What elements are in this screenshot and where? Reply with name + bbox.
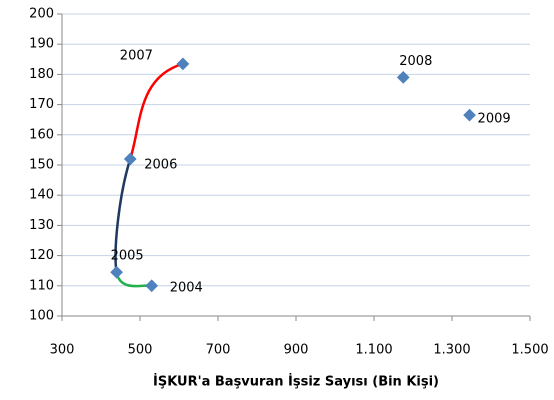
y-tick-label: 190 <box>29 37 54 52</box>
marker <box>396 71 410 84</box>
y-tick-label: 140 <box>29 188 54 203</box>
y-tick-label: 110 <box>29 278 54 293</box>
line-segment <box>129 62 184 160</box>
marker <box>110 265 123 279</box>
y-tick-label: 150 <box>29 158 54 173</box>
x-tick-label: 1.300 <box>433 343 470 358</box>
marker <box>123 152 137 166</box>
y-tick-label: 100 <box>29 309 54 324</box>
y-tick-label: 160 <box>29 127 54 142</box>
x-tick-label: 1.500 <box>511 343 548 358</box>
y-tick-label: 120 <box>29 248 54 263</box>
line-segment <box>114 158 132 273</box>
y-tick-label: 170 <box>29 97 54 112</box>
marker <box>176 57 190 71</box>
y-tick-label: 130 <box>29 218 54 233</box>
point-label: 2006 <box>144 157 177 172</box>
marker <box>145 279 159 293</box>
x-tick-label: 1.100 <box>355 343 392 358</box>
x-tick-label: 300 <box>50 343 75 358</box>
x-axis-title: İŞKUR'a Başvuran İşsiz Sayısı (Bin Kişi) <box>153 374 439 390</box>
point-label: 2009 <box>478 112 511 127</box>
y-tick-label: 200 <box>29 7 54 22</box>
line-segment <box>115 271 153 288</box>
marker <box>463 108 476 122</box>
point-label: 2007 <box>120 48 153 63</box>
x-tick-label: 500 <box>128 343 153 358</box>
point-label: 2004 <box>170 280 203 295</box>
point-label: 2005 <box>111 249 144 264</box>
x-tick-label: 700 <box>206 343 231 358</box>
x-tick-label: 900 <box>284 343 309 358</box>
point-label: 2008 <box>399 54 432 69</box>
y-tick-label: 180 <box>29 67 54 82</box>
